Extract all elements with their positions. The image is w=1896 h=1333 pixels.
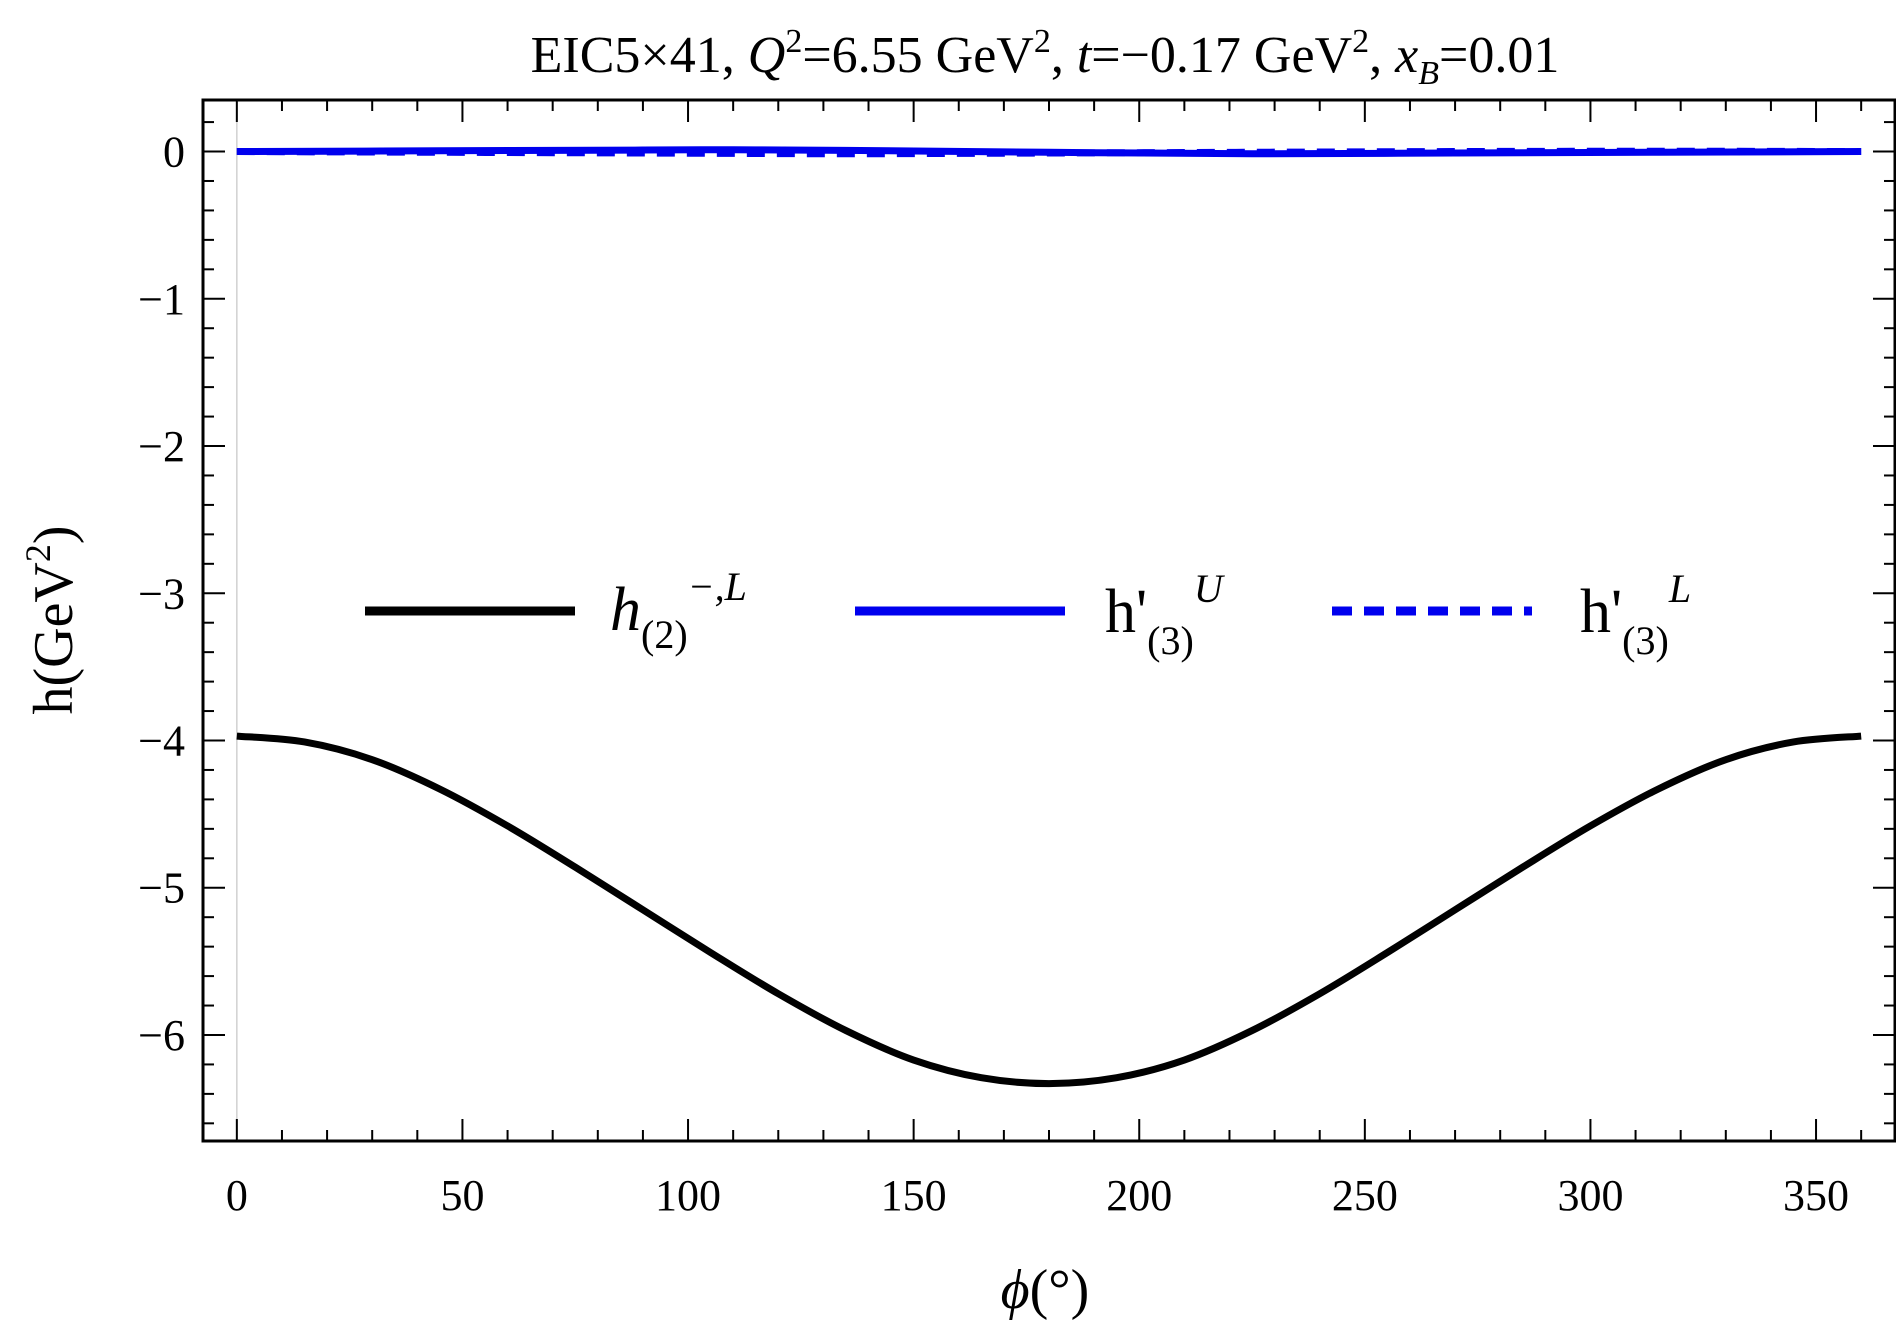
x-tick-label: 100 — [655, 1171, 721, 1220]
x-tick-label: 50 — [440, 1171, 484, 1220]
chart-title: EIC5×41, Q2=6.55 GeV2, t=−0.17 GeV2, xB=… — [531, 23, 1560, 92]
x-tick-labels: 0 50 100 150 200 250 300 350 — [226, 1171, 1849, 1220]
x-tick-label: 0 — [226, 1171, 248, 1220]
y-tick-label: −3 — [138, 569, 185, 618]
x-axis-label: ϕ(°) — [1001, 1259, 1090, 1321]
series-line-h3U — [236, 146, 1862, 158]
y-tick-label: 0 — [163, 128, 185, 177]
y-tick-label: −6 — [138, 1011, 185, 1060]
legend-label-h3L: h'(3)L — [1580, 566, 1691, 663]
series-layer — [236, 146, 1862, 1088]
x-tick-label: 150 — [881, 1171, 947, 1220]
y-tick-labels: 0 −1 −2 −3 −4 −5 −6 — [138, 128, 185, 1060]
legend-label-h2: h(2)−,L — [610, 564, 747, 657]
series-line-h3L — [236, 147, 1862, 158]
legend-label-h3U: h'(3)U — [1105, 566, 1226, 663]
y-tick-label: −4 — [138, 717, 185, 766]
y-tick-label: −2 — [138, 422, 185, 471]
x-tick-label: 350 — [1783, 1171, 1849, 1220]
y-tick-label: −5 — [138, 864, 185, 913]
legend: h(2)−,L h'(3)U h'(3)L — [365, 564, 1691, 663]
axis-ticks — [203, 100, 1895, 1141]
series-line-h2 — [236, 732, 1862, 1088]
y-axis-label: h(GeV2) — [18, 525, 85, 714]
x-tick-label: 200 — [1106, 1171, 1172, 1220]
y-tick-label: −1 — [138, 275, 185, 324]
x-tick-label: 300 — [1557, 1171, 1623, 1220]
x-tick-label: 250 — [1332, 1171, 1398, 1220]
